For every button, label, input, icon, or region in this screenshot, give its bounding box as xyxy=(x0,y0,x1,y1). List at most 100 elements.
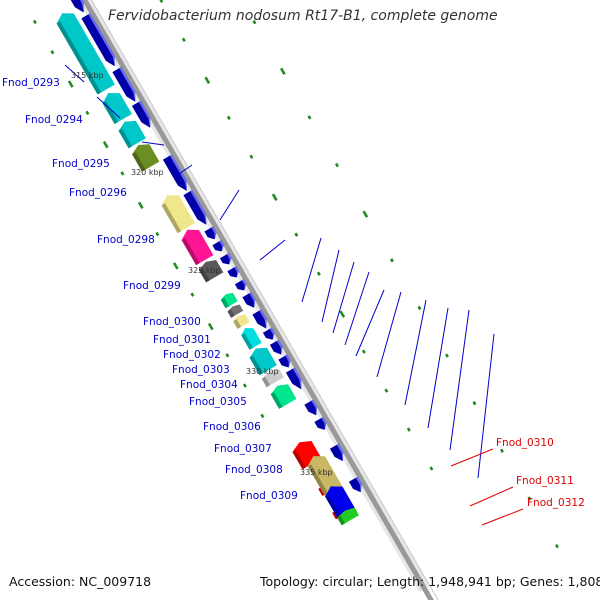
tick-mark xyxy=(307,115,312,120)
forward-strand-gene xyxy=(204,226,217,240)
gene-arrow-side xyxy=(183,190,207,225)
kbp-label: 315 kbp xyxy=(71,71,104,80)
gene-arrow-shade xyxy=(181,238,200,266)
reverse-strand-gene xyxy=(161,195,195,234)
gene-arrow-shade xyxy=(249,355,264,376)
reverse-strand-gene xyxy=(102,93,132,124)
tick-mark xyxy=(190,292,195,297)
tick-mark xyxy=(406,427,411,432)
gene-label-text: Fnod_0309 xyxy=(240,490,298,502)
gene-arrow-shade xyxy=(292,450,306,470)
reverse-strand-gene xyxy=(233,314,250,329)
forward-strand-gene xyxy=(112,67,136,102)
gene-arrow-side xyxy=(162,154,187,191)
gene-arrow-top xyxy=(241,279,247,291)
gene-arrow-body xyxy=(161,195,195,234)
kbp-label: 325 kbp xyxy=(188,266,221,275)
gene-arrow-top xyxy=(269,327,275,340)
forward-strand-gene xyxy=(262,327,275,340)
tick-mark xyxy=(472,401,477,406)
reverse-strand-gene xyxy=(132,144,160,172)
gene-arrow-shade xyxy=(233,319,242,329)
reverse-strand-gene xyxy=(261,368,284,388)
gene-label-fnod-0302: Fnod_0302 xyxy=(163,261,355,361)
label-leader-line xyxy=(450,448,494,467)
gene-label-text: Fnod_0301 xyxy=(153,334,211,346)
tick-mark xyxy=(50,50,55,55)
forward-strand-gene xyxy=(212,240,224,252)
label-leader-line xyxy=(332,261,355,334)
gene-label-text: Fnod_0305 xyxy=(189,396,247,408)
reverse-strand-gene xyxy=(270,384,297,409)
gene-label-text: Fnod_0295 xyxy=(52,158,110,170)
tick-mark xyxy=(389,258,394,263)
gene-label-text: Fnod_0293 xyxy=(2,77,60,89)
gene-label-fnod-0293: Fnod_0293 xyxy=(2,64,85,89)
gene-label-text: Fnod_0302 xyxy=(163,349,221,361)
gene-arrow-side xyxy=(70,0,84,13)
gene-arrow-top xyxy=(226,253,232,265)
gene-label-text: Fnod_0312 xyxy=(527,497,585,509)
label-leader-line xyxy=(355,289,385,357)
gene-label-fnod-0311: Fnod_0311 xyxy=(469,475,574,507)
gene-arrow-top xyxy=(219,240,224,252)
reverse-strand-gene xyxy=(249,347,277,376)
tick-mark xyxy=(527,496,532,501)
gene-arrow-top xyxy=(249,292,256,308)
gene-arrow-side xyxy=(112,67,136,102)
tick-mark xyxy=(67,80,74,88)
genome-backbone xyxy=(81,0,437,604)
label-leader-line xyxy=(404,299,427,406)
label-leader-line xyxy=(301,237,322,303)
gene-label-fnod-0306: Fnod_0306 xyxy=(203,299,427,433)
tick-mark xyxy=(279,67,286,75)
label-leader-line xyxy=(477,333,495,479)
tick-row-2 xyxy=(159,0,434,471)
gene-label-fnod-0310: Fnod_0310 xyxy=(450,437,554,467)
tick-mark xyxy=(172,262,179,270)
gene-arrow-top xyxy=(311,399,318,416)
gene-arrow-top xyxy=(190,190,207,225)
tick-mark xyxy=(271,193,278,201)
kbp-label: 330 kbp xyxy=(246,367,279,376)
label-leader-line xyxy=(175,164,193,177)
gene-arrow-top xyxy=(259,309,267,329)
gene-arrow-top xyxy=(211,226,217,240)
gene-label-fnod-0303: Fnod_0303 xyxy=(172,271,370,376)
gene-label-fnod-0299: Fnod_0299 xyxy=(123,239,286,292)
gene-label-text: Fnod_0303 xyxy=(172,364,230,376)
tick-mark xyxy=(339,310,346,318)
tick-mark xyxy=(361,349,366,354)
label-leader-line xyxy=(259,239,286,261)
label-leader-line xyxy=(64,64,85,83)
tick-mark xyxy=(384,388,389,393)
gene-label-text: Fnod_0300 xyxy=(143,316,201,328)
label-leader-line xyxy=(376,291,402,378)
genome-backbone-edge xyxy=(90,0,441,604)
gene-label-text: Fnod_0308 xyxy=(225,464,283,476)
gene-arrow-top xyxy=(285,354,291,368)
forward-strand-gene xyxy=(329,443,344,462)
reverse-strand-gene xyxy=(337,507,359,526)
tick-mark xyxy=(417,305,422,311)
reverse-strand-gene xyxy=(118,120,146,149)
gene-arrow-side xyxy=(131,100,151,128)
gene-label-text: Fnod_0296 xyxy=(69,187,127,199)
gene-arrow-top xyxy=(292,367,302,390)
tick-mark xyxy=(499,448,504,454)
gene-arrow-shade xyxy=(261,376,271,388)
forward-strand-gene xyxy=(242,292,256,308)
forward-strand-gene xyxy=(234,279,247,291)
gene-arrow-shade xyxy=(325,494,344,522)
gene-label-fnod-0296: Fnod_0296 xyxy=(69,164,193,199)
forward-strand-gene xyxy=(278,354,291,368)
reverse-strand-gene xyxy=(198,260,224,283)
tick-mark xyxy=(252,20,257,25)
gene-arrow-shade xyxy=(161,203,182,234)
gene-label-fnod-0308: Fnod_0308 xyxy=(225,309,470,476)
tick-mark xyxy=(181,37,186,43)
label-leader-line xyxy=(449,309,470,451)
forward-strand-gene xyxy=(162,154,187,191)
reverse-strand-gene xyxy=(227,304,244,318)
tick-mark xyxy=(137,201,144,209)
